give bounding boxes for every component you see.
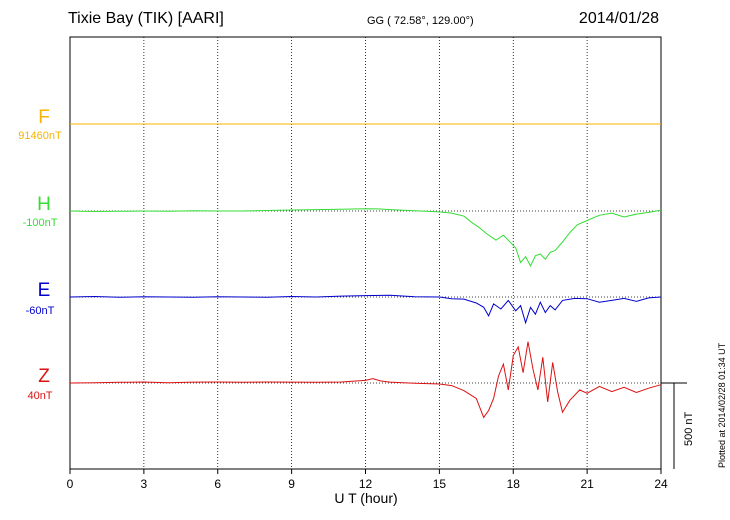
series-name-e: E bbox=[38, 280, 51, 301]
x-tick-label: 6 bbox=[214, 477, 221, 491]
grid-lines bbox=[70, 37, 661, 469]
axis-ticks: 0 3 6 9 12 15 18 21 24 bbox=[67, 469, 668, 491]
x-tick-label: 24 bbox=[654, 477, 668, 491]
series-baseline-e: -60nT bbox=[26, 305, 55, 317]
x-tick-label: 12 bbox=[359, 477, 373, 491]
scale-bar: 500 nT bbox=[661, 382, 695, 469]
x-tick-label: 3 bbox=[141, 477, 148, 491]
series-name-f: F bbox=[38, 107, 50, 128]
plotted-timestamp: Plotted at 2014/02/28 01:34 UT bbox=[717, 342, 727, 468]
series-baseline-z: 40nT bbox=[27, 390, 52, 402]
series-baseline-h: -100nT bbox=[23, 217, 58, 229]
series-lines bbox=[69, 123, 662, 419]
scale-bar-label: 500 nT bbox=[683, 411, 695, 446]
series-name-h: H bbox=[37, 194, 51, 215]
x-tick-label: 18 bbox=[507, 477, 521, 491]
coordinates-label: GG ( 72.58°, 129.00°) bbox=[367, 15, 474, 27]
series-line-h bbox=[69, 208, 662, 268]
x-tick-label: 9 bbox=[288, 477, 295, 491]
x-tick-label: 0 bbox=[67, 477, 74, 491]
series-baseline-f: 91460nT bbox=[18, 130, 62, 142]
series-line-z bbox=[69, 341, 662, 419]
x-tick-label: 21 bbox=[580, 477, 594, 491]
series-labels: F 91460nT H -100nT E -60nT Z 40nT bbox=[18, 107, 62, 402]
series-name-z: Z bbox=[38, 366, 50, 387]
x-tick-label: 15 bbox=[433, 477, 447, 491]
series-line-e bbox=[69, 294, 662, 325]
date-label: 2014/01/28 bbox=[578, 10, 659, 27]
station-title: Tixie Bay (TIK) [AARI] bbox=[68, 10, 224, 27]
x-axis-label: U T (hour) bbox=[334, 490, 397, 506]
